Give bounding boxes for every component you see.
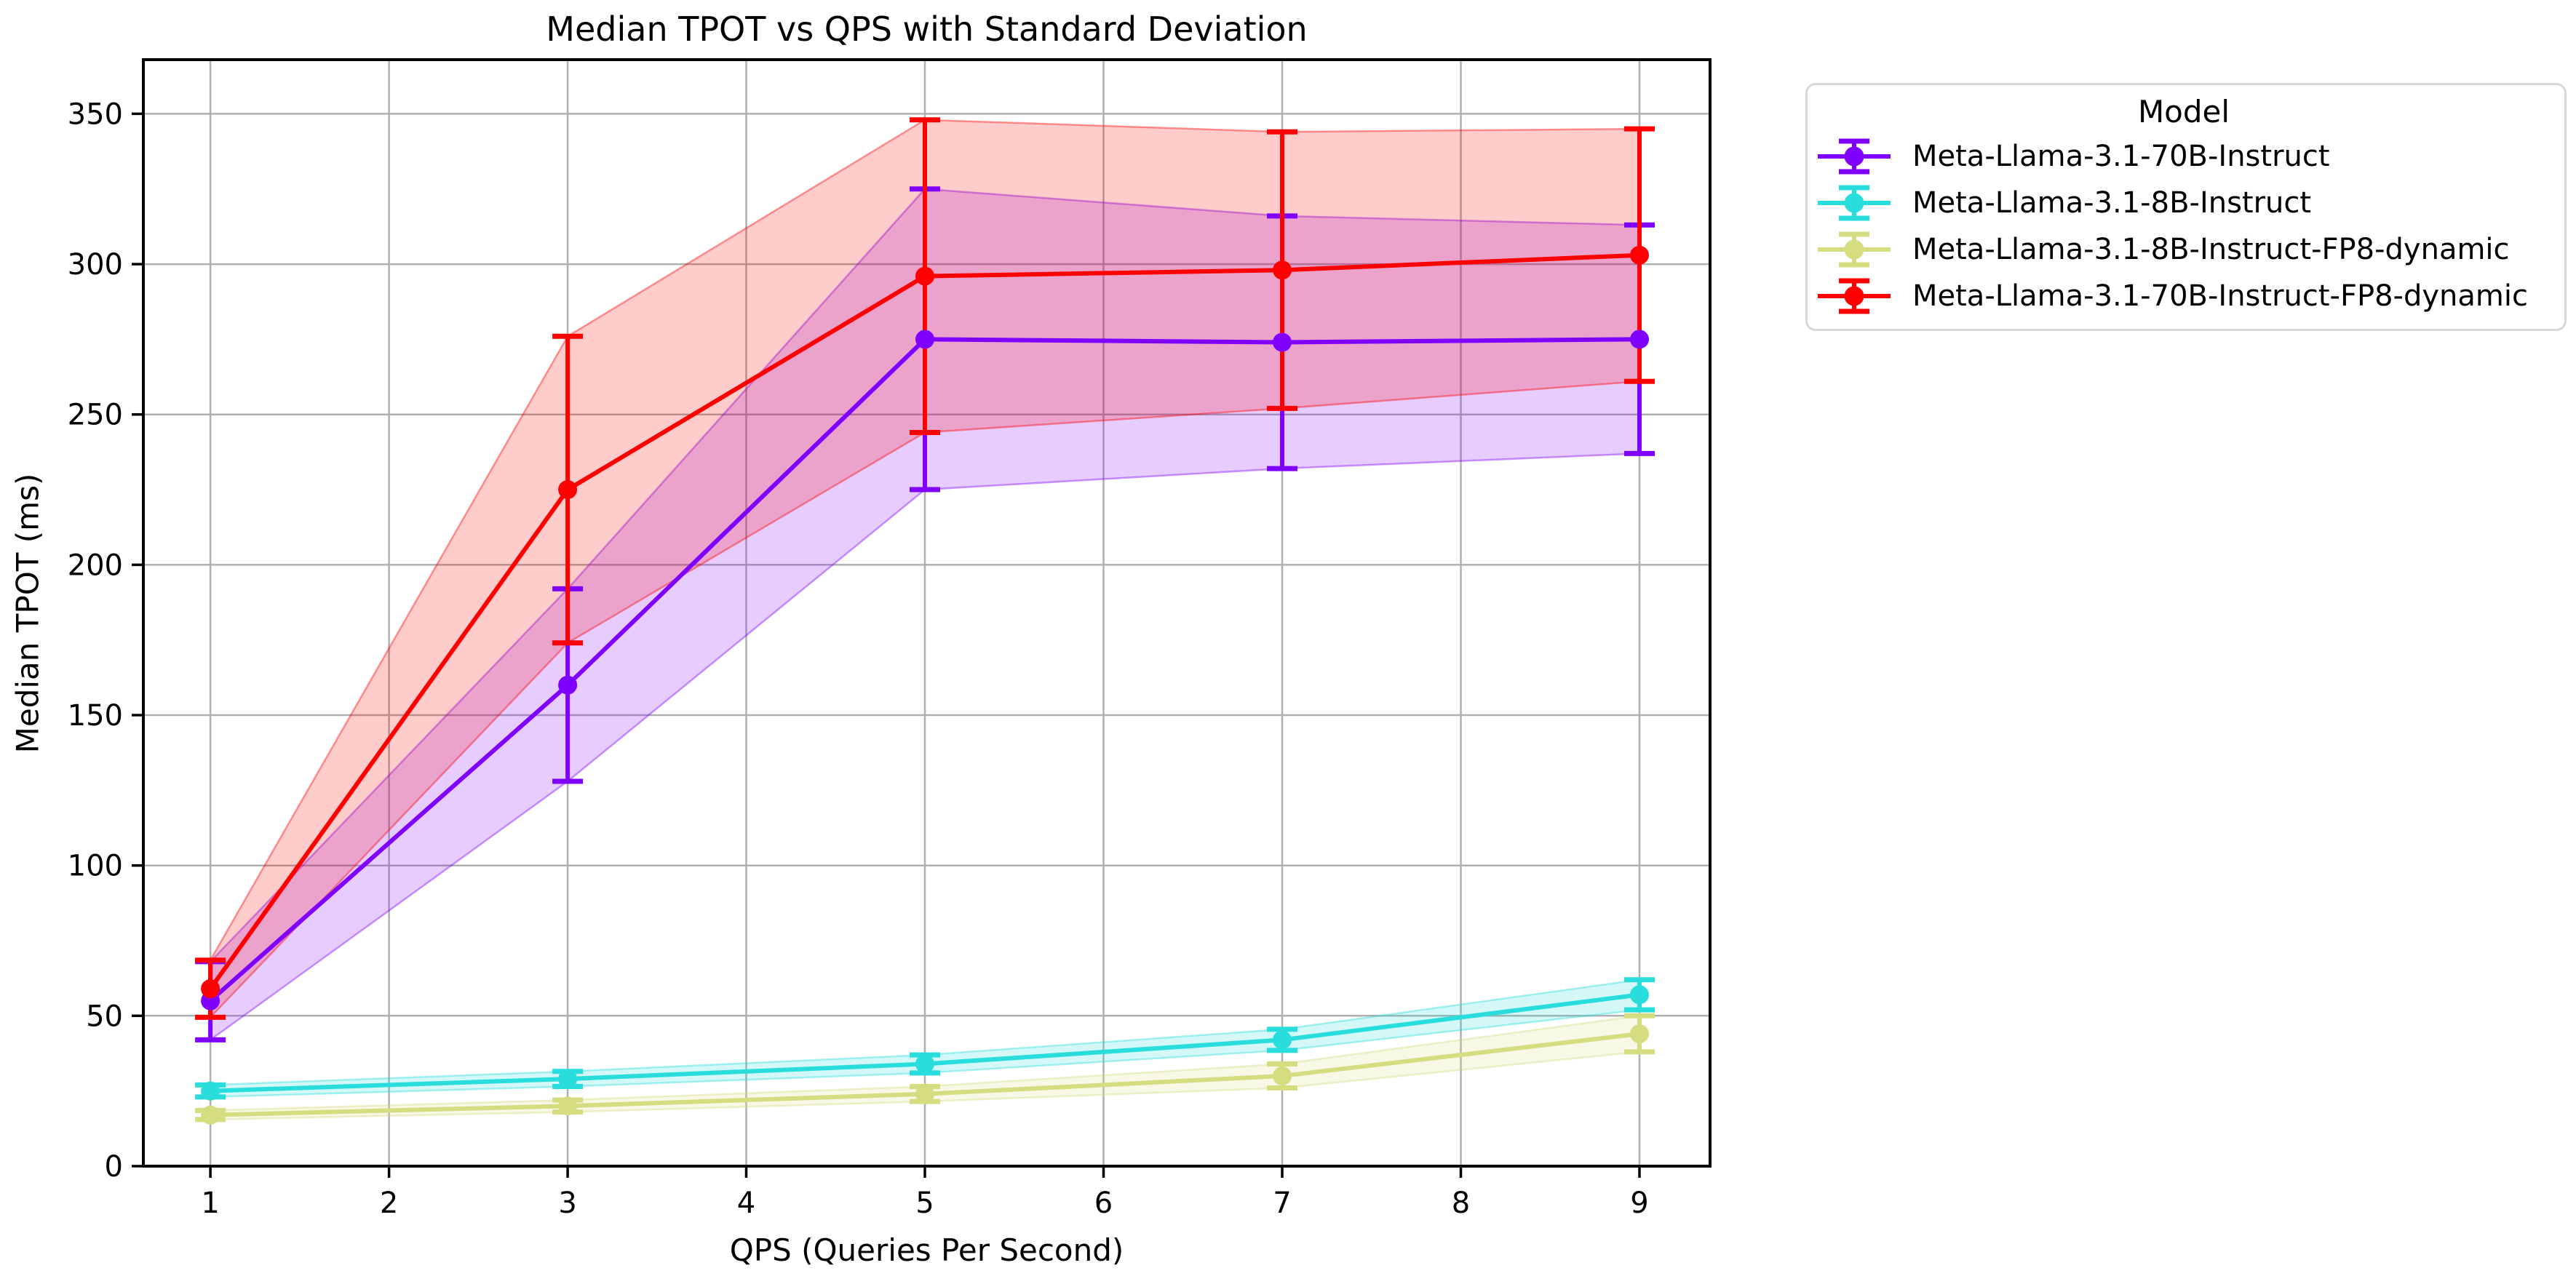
data-point-series-1: [1273, 1030, 1292, 1050]
y-tick-label: 150: [68, 699, 123, 733]
y-tick-label: 300: [68, 248, 123, 282]
legend-title: Model: [2137, 94, 2230, 129]
x-tick-label: 8: [1452, 1187, 1470, 1220]
data-point-series-3: [1630, 245, 1649, 265]
errorbar-marker-icon: [1818, 138, 1891, 175]
x-tick-label: 3: [558, 1187, 576, 1220]
x-tick-label: 5: [915, 1187, 934, 1220]
legend-item: Meta-Llama-3.1-70B-Instruct-FP8-dynamic: [1816, 273, 2551, 319]
x-tick-label: 6: [1094, 1187, 1113, 1220]
data-point-series-3: [558, 480, 578, 499]
legend-item: Meta-Llama-3.1-70B-Instruct: [1816, 133, 2551, 180]
data-point-series-1: [915, 1054, 934, 1074]
data-point-series-2: [558, 1096, 578, 1116]
legend-items: Meta-Llama-3.1-70B-Instruct Meta-Llama-3…: [1816, 133, 2551, 319]
legend-item: Meta-Llama-3.1-8B-Instruct-FP8-dynamic: [1816, 226, 2551, 273]
legend-item-label: Meta-Llama-3.1-70B-Instruct-FP8-dynamic: [1912, 279, 2528, 313]
data-point-series-2: [201, 1105, 220, 1125]
x-tick-label: 4: [737, 1187, 755, 1220]
errorbar-marker-icon: [1818, 185, 1891, 221]
y-tick-label: 0: [105, 1150, 123, 1184]
data-point-series-3: [1273, 260, 1292, 280]
data-point-series-3: [201, 979, 220, 999]
chart-title: Median TPOT vs QPS with Standard Deviati…: [546, 9, 1308, 49]
data-point-series-3: [915, 266, 934, 286]
data-point-series-0: [558, 675, 578, 695]
legend-item-label: Meta-Llama-3.1-70B-Instruct: [1912, 140, 2330, 173]
data-point-series-2: [1630, 1024, 1649, 1044]
x-tick-label: 7: [1273, 1187, 1291, 1220]
x-tick-label: 2: [380, 1187, 398, 1220]
legend: Model Meta-Llama-3.1-70B-Instruct Meta-L…: [1805, 83, 2567, 331]
data-point-series-2: [915, 1084, 934, 1104]
y-tick-label: 200: [68, 549, 123, 582]
plot-border: [142, 58, 1712, 1168]
y-tick-label: 250: [68, 399, 123, 432]
errorbar-marker-icon: [1818, 278, 1891, 314]
y-tick-label: 50: [86, 1000, 123, 1033]
x-tick-label: 9: [1630, 1187, 1648, 1220]
y-axis-label: Median TPOT (ms): [9, 473, 46, 754]
data-point-series-0: [1273, 332, 1292, 352]
legend-item-label: Meta-Llama-3.1-8B-Instruct-FP8-dynamic: [1912, 233, 2510, 266]
data-point-series-1: [558, 1069, 578, 1089]
data-point-series-1: [1630, 985, 1649, 1005]
data-point-series-2: [1273, 1066, 1292, 1085]
y-tick-label: 350: [68, 97, 123, 131]
data-point-series-0: [915, 330, 934, 349]
data-point-series-0: [1630, 330, 1649, 349]
y-tick-label: 100: [68, 850, 123, 883]
x-tick-label: 1: [201, 1187, 219, 1220]
x-axis-label: QPS (Queries Per Second): [729, 1232, 1124, 1268]
errorbar-marker-icon: [1818, 231, 1891, 268]
legend-item-label: Meta-Llama-3.1-8B-Instruct: [1912, 186, 2312, 220]
data-point-series-1: [201, 1081, 220, 1101]
legend-item: Meta-Llama-3.1-8B-Instruct: [1816, 180, 2551, 226]
